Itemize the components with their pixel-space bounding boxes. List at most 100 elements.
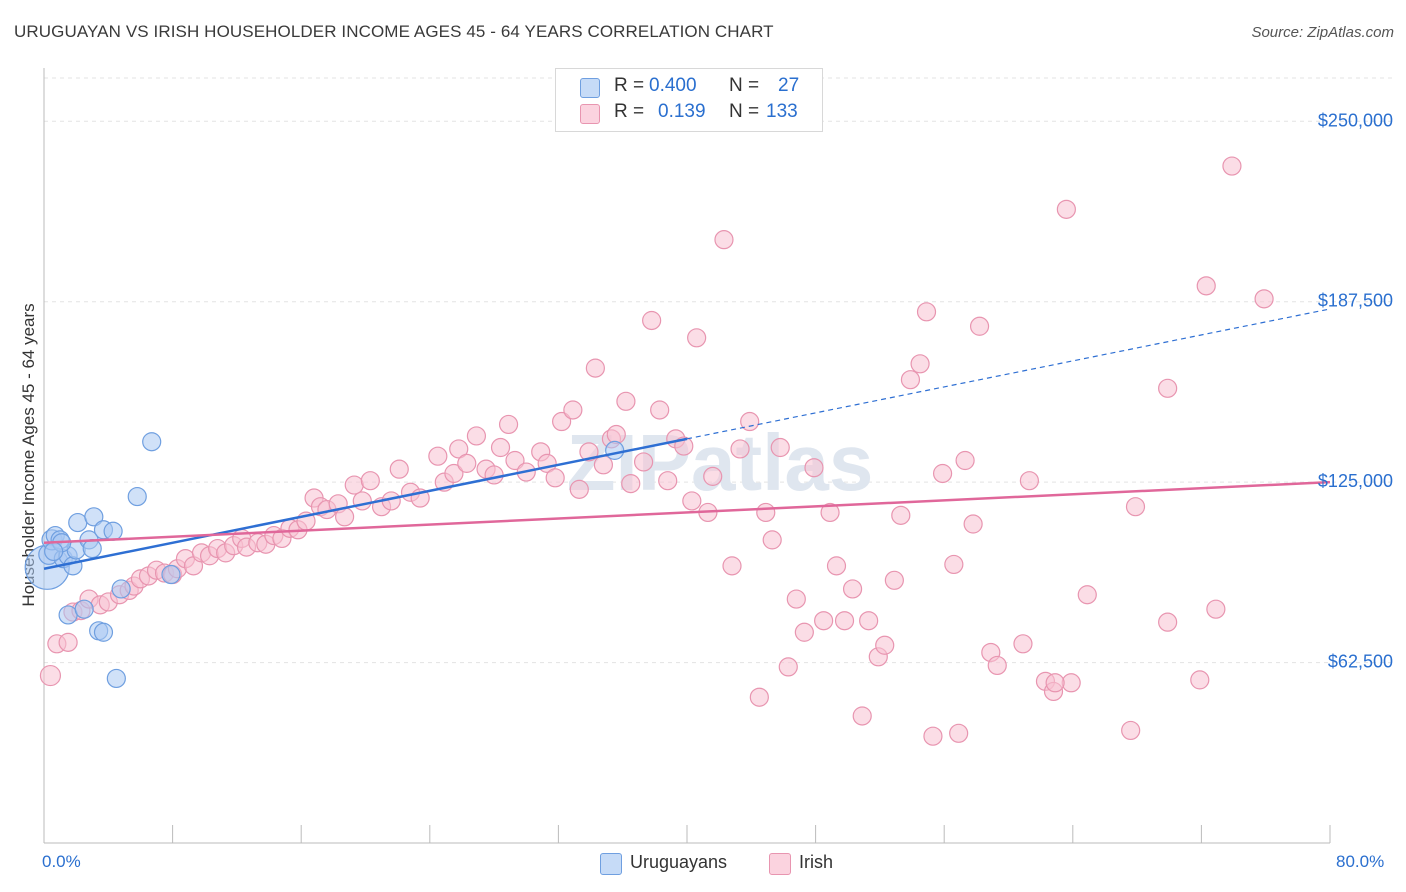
irish-point	[756, 502, 776, 523]
irish-point	[360, 471, 380, 491]
stats-legend: R = 0.400 N = 27 R = 0.139 N = 133	[555, 68, 823, 132]
irish-point	[1045, 673, 1065, 693]
x-tick-label-max: 80.0%	[1336, 852, 1385, 871]
irish-point	[563, 400, 583, 420]
irish-point	[1077, 585, 1097, 605]
irish-point	[916, 302, 937, 322]
irish-point	[658, 471, 678, 491]
y-tick-label: $187,500	[1318, 291, 1393, 311]
uruguayan-point	[68, 512, 88, 533]
y-tick-labels: $62,500 $125,000 $187,500 $250,000	[1318, 110, 1393, 671]
irish-point	[804, 458, 824, 478]
irish-point	[484, 465, 504, 485]
irish-point	[852, 706, 872, 726]
uruguayan-point	[63, 556, 83, 576]
irish-point	[714, 230, 734, 250]
irish-point	[389, 459, 409, 479]
irish-point	[490, 437, 511, 458]
irish-point	[457, 453, 477, 473]
uruguayan-point	[58, 605, 78, 625]
irish-point	[778, 657, 798, 677]
uruguayan-point	[74, 599, 94, 619]
irish-point	[891, 505, 911, 525]
irish-point	[1121, 720, 1141, 741]
uruguayan-trend-line	[43, 437, 688, 570]
irish-point	[466, 426, 487, 446]
irish-point	[944, 554, 964, 575]
irish-point	[875, 635, 895, 655]
irish-point	[642, 310, 662, 331]
uruguayan-point	[605, 440, 625, 460]
irish-point	[1190, 670, 1210, 690]
irish-point	[770, 437, 790, 458]
uruguayan-point	[93, 622, 114, 642]
irish-point	[606, 424, 626, 445]
irish-point	[987, 655, 1007, 676]
x-tick-label-min: 0.0%	[42, 852, 81, 871]
uruguayan-point	[161, 564, 181, 585]
irish-point	[1013, 634, 1033, 654]
irish-point	[820, 502, 840, 523]
uruguayan-trend-extension	[686, 308, 1331, 440]
irish-point	[1158, 378, 1178, 398]
uruguayan-point	[84, 507, 104, 527]
uruguayan-point	[106, 668, 126, 689]
irish-point	[616, 391, 636, 411]
irish-point	[1206, 599, 1226, 619]
irish-point	[834, 611, 855, 631]
irish-point	[428, 446, 448, 466]
irish-point	[39, 664, 62, 687]
legend-r-label: R =	[614, 75, 645, 96]
grid-lines	[44, 77, 1395, 664]
irish-point	[900, 370, 921, 390]
uruguayan-point	[111, 579, 131, 599]
legend-swatch-blue	[580, 78, 600, 98]
irish-point	[842, 579, 863, 599]
legend-r-value: 0.139	[658, 101, 706, 122]
irish-point	[884, 570, 904, 590]
irish-point	[826, 556, 847, 576]
irish-point	[569, 479, 589, 499]
irish-point	[730, 439, 750, 459]
irish-point	[621, 473, 641, 494]
legend-r-value: 0.400	[649, 75, 697, 96]
legend-row-irish: R = 0.139 N = 133	[556, 101, 822, 127]
irish-point	[1222, 156, 1242, 176]
irish-point	[932, 463, 953, 484]
irish-point	[352, 491, 372, 511]
chart-title: URUGUAYAN VS IRISH HOUSEHOLDER INCOME AG…	[14, 22, 774, 41]
irish-point	[498, 414, 519, 435]
irish-point	[1158, 612, 1178, 632]
irish-point	[1019, 471, 1039, 491]
irish-point	[762, 530, 782, 550]
irish-point	[344, 475, 364, 495]
bottom-legend-label: Irish	[799, 852, 834, 872]
irish-point	[449, 439, 469, 459]
legend-row-uruguayans: R = 0.400 N = 27	[556, 75, 822, 101]
irish-point	[910, 354, 930, 374]
irish-point	[703, 466, 723, 486]
y-tick-label: $125,000	[1318, 471, 1393, 491]
irish-point	[963, 514, 983, 534]
legend-n-label: N =	[729, 75, 760, 96]
irish-point	[786, 589, 806, 609]
irish-point	[505, 450, 525, 471]
irish-point	[633, 452, 654, 472]
y-tick-label: $250,000	[1318, 110, 1393, 130]
irish-point	[749, 687, 769, 707]
irish-point	[687, 328, 707, 348]
bottom-legend-swatch-blue	[600, 853, 622, 875]
y-tick-label: $62,500	[1328, 652, 1393, 672]
uruguayan-point	[142, 432, 162, 452]
irish-point	[444, 463, 464, 484]
irish-point	[955, 450, 975, 471]
irish-point	[923, 726, 943, 746]
source-label: Source: ZipAtlas.com	[1251, 24, 1394, 41]
irish-point	[585, 358, 605, 378]
irish-point	[682, 491, 702, 511]
legend-n-value: 27	[778, 75, 800, 96]
irish-point	[1056, 199, 1076, 219]
irish-point	[969, 316, 990, 336]
bottom-legend-label: Uruguayans	[630, 852, 728, 872]
axes	[43, 68, 1331, 844]
